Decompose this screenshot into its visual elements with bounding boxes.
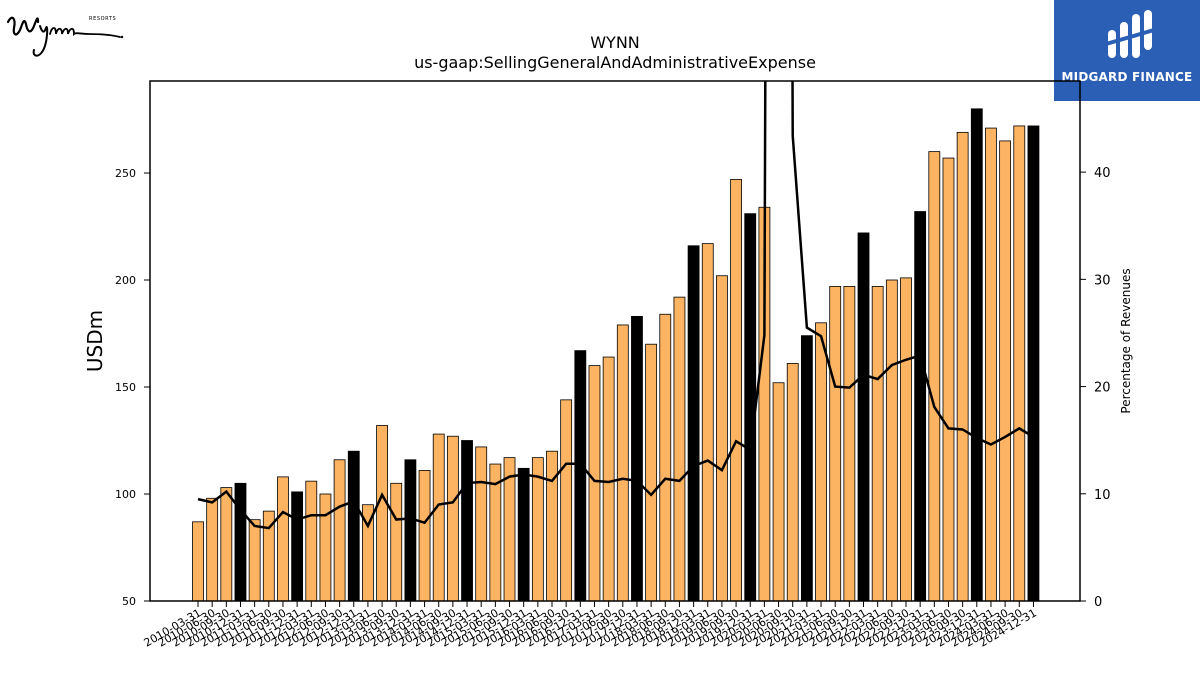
bar-2022-06-30 [885, 279, 898, 601]
bar-2012-06-30 [319, 493, 332, 601]
bar-2020-09-30 [786, 363, 799, 601]
percentage-line [197, 81, 1035, 530]
bar-2010-06-30 [206, 497, 219, 601]
bar-2015-03-31 [475, 446, 488, 601]
bar-2017-09-30 [616, 324, 629, 601]
bar-2019-12-31 [744, 213, 757, 601]
bar-2013-03-31 [362, 504, 374, 601]
bar-2021-03-31 [815, 322, 827, 601]
bar-2017-03-31 [588, 365, 601, 601]
bar-2010-12-31 [234, 482, 247, 601]
bar-2014-06-30 [432, 433, 445, 601]
y-axis-label: USDm [83, 310, 107, 372]
bar-series [192, 108, 1040, 601]
midgard-finance-label: MIDGARD FINANCE [1061, 70, 1193, 84]
bar-2022-03-31 [871, 286, 884, 601]
bar-2019-03-31 [701, 243, 714, 601]
bar-2023-09-30 [956, 131, 969, 601]
x-axis-ticks: 2010-03-312010-06-302010-09-302010-12-31… [142, 601, 1039, 650]
bar-2016-12-31 [574, 350, 587, 601]
bar-2017-12-31 [631, 315, 643, 601]
wynn-resorts-logo: RESORTS [4, 4, 126, 62]
bar-2018-12-31 [687, 245, 700, 601]
bar-2012-12-31 [347, 450, 360, 601]
y2-tick-label: 0 [1094, 595, 1102, 610]
wynn-signature-icon [6, 16, 124, 57]
bar-2021-09-30 [843, 286, 856, 601]
bar-2021-12-31 [857, 232, 870, 601]
bar-2020-12-31 [800, 335, 813, 601]
y2-tick-label: 20 [1094, 381, 1111, 396]
bar-2014-03-31 [418, 470, 431, 601]
y2-tick-label: 10 [1094, 488, 1111, 503]
y-tick-label: 200 [115, 274, 136, 287]
bar-2016-03-31 [531, 457, 544, 601]
y-tick-label: 250 [115, 167, 136, 180]
bar-2015-09-30 [503, 457, 516, 601]
bar-2022-09-30 [900, 277, 912, 601]
bar-2011-03-31 [248, 519, 261, 601]
bar-2020-06-30 [772, 382, 785, 601]
bar-2021-06-30 [829, 286, 842, 601]
bar-2012-03-31 [305, 480, 318, 601]
right-axis-ticks: 0 10 20 30 40 [1080, 166, 1111, 610]
resorts-label: RESORTS [89, 16, 117, 22]
bar-2018-09-30 [673, 296, 686, 601]
bar-2018-06-30 [659, 313, 672, 601]
bar-2013-09-30 [390, 482, 403, 601]
bar-2013-06-30 [376, 425, 388, 601]
plot-frame [149, 80, 1081, 602]
y2-tick-label: 30 [1094, 273, 1111, 288]
bar-2012-09-30 [333, 459, 346, 601]
bar-2014-12-31 [461, 440, 473, 601]
bar-2024-09-30 [1013, 125, 1026, 601]
bar-2016-09-30 [560, 399, 573, 601]
midgard-mark-icon [1105, 10, 1155, 58]
chart-subtitle: us-gaap:SellingGeneralAndAdministrativeE… [414, 53, 816, 72]
left-axis-ticks: 50 100 150 200 250 [115, 167, 150, 608]
y2-tick-label: 40 [1094, 166, 1111, 181]
bar-2018-03-31 [645, 343, 658, 601]
y-tick-label: 150 [115, 381, 136, 394]
bar-2010-03-31 [192, 521, 204, 601]
bar-2011-12-31 [291, 491, 304, 601]
bar-2015-12-31 [517, 467, 530, 601]
bar-2023-12-31 [970, 108, 983, 601]
y-tick-label: 100 [115, 488, 136, 501]
bar-2017-06-30 [602, 356, 615, 601]
midgard-finance-logo: MIDGARD FINANCE [1054, 0, 1200, 101]
bar-2014-09-30 [446, 435, 459, 601]
bar-2023-03-31 [928, 151, 941, 601]
bar-2010-09-30 [220, 487, 233, 601]
bar-2011-09-30 [277, 476, 289, 601]
y-tick-label: 50 [122, 595, 136, 608]
y2-axis-label: Percentage of Revenues [1119, 268, 1133, 413]
bar-2023-06-30 [942, 157, 955, 601]
chart-title: WYNN [590, 33, 640, 52]
bar-2024-03-31 [985, 127, 997, 601]
bar-2019-09-30 [730, 179, 742, 601]
bar-2024-12-31 [1027, 125, 1040, 601]
bar-2019-06-30 [716, 275, 728, 601]
bar-2013-12-31 [404, 459, 417, 601]
bar-2024-06-30 [999, 140, 1012, 601]
bar-2016-06-30 [546, 450, 558, 601]
bar-2022-12-31 [914, 211, 927, 601]
